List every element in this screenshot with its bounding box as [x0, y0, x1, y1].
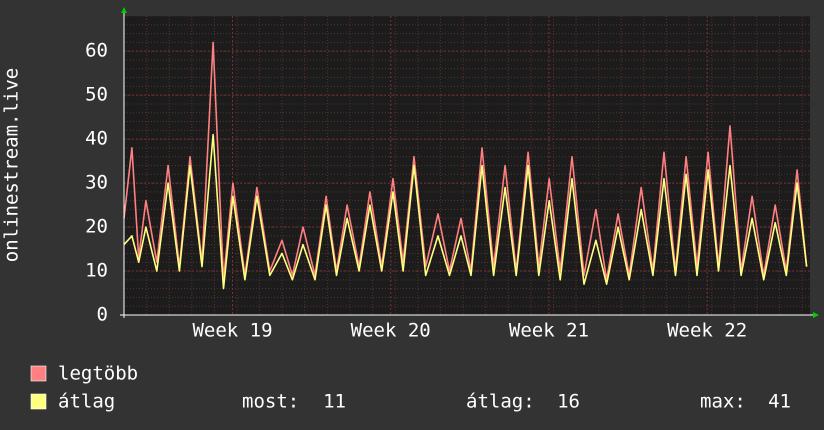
y-tick-label: 10 — [85, 260, 108, 282]
legend-swatch — [30, 365, 47, 382]
x-tick-label: Week 20 — [351, 320, 431, 342]
y-tick-label: 30 — [85, 172, 108, 194]
y-axis-label: onlinestream.live — [1, 68, 23, 262]
y-arrow — [121, 7, 127, 13]
x-arrow — [813, 312, 819, 318]
stat-value: 16 — [557, 391, 580, 413]
x-tick-label: Week 22 — [667, 320, 747, 342]
stat-label: átlag: — [466, 391, 535, 413]
y-tick-label: 20 — [85, 216, 108, 238]
stat-value: 11 — [323, 391, 346, 413]
legend-label: legtöbb — [58, 363, 138, 385]
y-tick-label: 40 — [85, 128, 108, 150]
grid — [123, 15, 810, 316]
x-tick-label: Week 21 — [509, 320, 589, 342]
y-tick-label: 50 — [85, 84, 108, 106]
y-tick-label: 0 — [97, 304, 108, 326]
legend-label: átlag — [58, 391, 115, 413]
stat-label: max: — [700, 391, 746, 413]
stat-label: most: — [242, 391, 299, 413]
x-tick-label: Week 19 — [192, 320, 272, 342]
stat-value: 41 — [768, 391, 791, 413]
series-line — [123, 41, 808, 281]
series-line — [123, 133, 808, 290]
legend-swatch — [30, 393, 47, 410]
y-tick-label: 60 — [85, 40, 108, 62]
lines — [123, 41, 808, 290]
